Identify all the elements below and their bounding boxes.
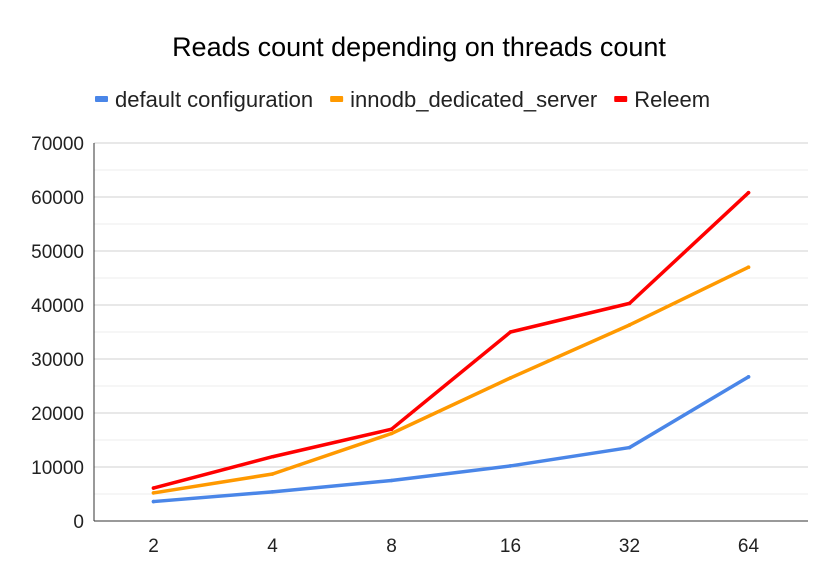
legend-label: innodb_dedicated_server	[350, 87, 597, 112]
data-point	[270, 490, 275, 494]
y-tick-label: 50000	[31, 242, 84, 263]
data-point	[508, 330, 513, 334]
series-line-0	[151, 375, 751, 504]
gridlines	[93, 142, 808, 522]
y-axis: 0 10000 20000 30000 40000 50000 60000 70000	[31, 134, 84, 533]
x-tick-label: 2	[148, 536, 159, 557]
data-point	[151, 486, 156, 490]
series-line-1	[151, 265, 751, 495]
legend-label: default configuration	[115, 87, 313, 112]
data-point	[508, 464, 513, 468]
legend-swatch	[95, 96, 108, 102]
series-line-2	[151, 190, 751, 490]
x-axis: 2 4 8 16 32 64	[148, 536, 759, 557]
data-point	[746, 375, 751, 379]
data-point	[389, 478, 394, 483]
legend-label: Releem	[634, 87, 710, 112]
y-tick-label: 10000	[31, 458, 84, 479]
legend: default configuration innodb_dedicated_se…	[95, 87, 710, 112]
data-point	[270, 454, 275, 459]
data-point	[270, 472, 275, 476]
data-point	[389, 427, 394, 432]
series-group	[151, 190, 751, 504]
y-tick-label: 60000	[31, 188, 84, 209]
y-tick-label: 0	[73, 512, 84, 533]
legend-swatch	[330, 96, 344, 102]
y-tick-label: 40000	[31, 296, 84, 317]
y-tick-label: 70000	[31, 134, 84, 155]
x-tick-label: 16	[500, 536, 521, 557]
legend-swatch	[614, 96, 628, 102]
data-point	[627, 445, 632, 450]
x-tick-label: 4	[267, 536, 278, 557]
data-point	[151, 499, 156, 504]
data-point	[389, 431, 394, 436]
data-point	[746, 265, 751, 270]
data-point	[627, 301, 632, 306]
y-tick-label: 30000	[31, 350, 84, 371]
data-point	[151, 491, 156, 495]
x-tick-label: 32	[619, 536, 640, 557]
data-point	[746, 190, 751, 195]
data-point	[627, 323, 632, 327]
x-tick-label: 64	[738, 536, 760, 557]
data-point	[508, 376, 513, 380]
x-tick-label: 8	[386, 536, 397, 557]
chart-title: Reads count depending on threads count	[172, 32, 666, 62]
y-tick-label: 20000	[31, 404, 84, 425]
